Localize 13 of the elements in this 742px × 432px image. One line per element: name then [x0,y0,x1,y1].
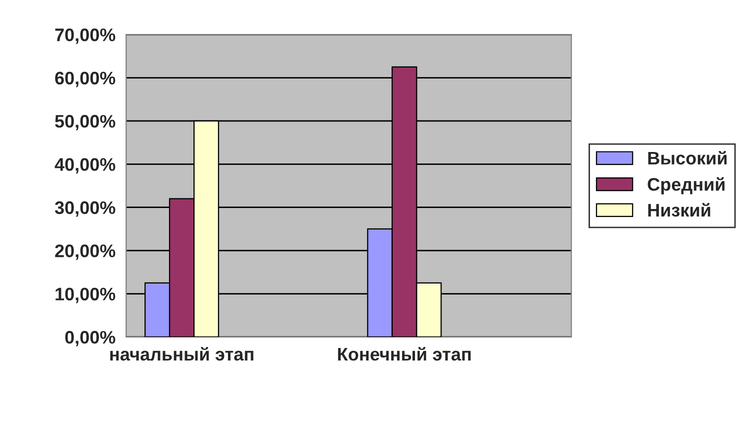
y-tick-label: 30,00% [54,201,116,217]
y-tick-label: 50,00% [55,114,116,130]
y-tick-label: 10,00% [56,288,116,304]
legend-label: Низкий [648,203,710,217]
y-tick-label: 0,00% [65,330,116,346]
y-tick-label: 60,00% [55,72,116,88]
y-tick-label: 70,00% [55,28,116,44]
x-tick-label: Конечный этап [338,347,471,361]
legend-label: Высокий [648,150,727,165]
y-tick-label: 40,00% [54,158,116,174]
legend-label: Средний [648,177,724,194]
y-tick-label: 20,00% [55,244,116,260]
x-tick-label: начальный этап [110,347,254,361]
